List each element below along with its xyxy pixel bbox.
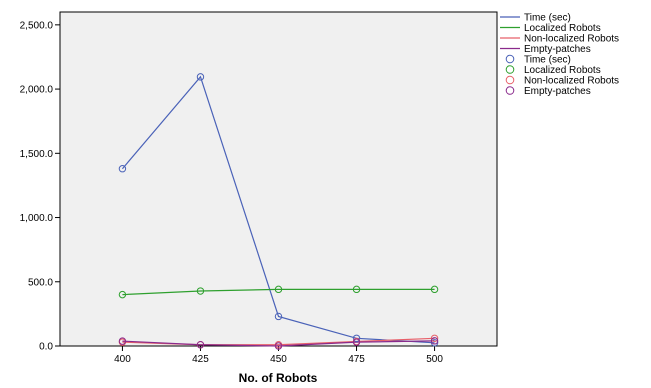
data-point [430,334,439,342]
data-point [430,339,439,347]
data-point [118,337,127,345]
data-point [274,312,283,321]
x-tick-label: 475 [348,354,365,365]
data-point [352,285,361,294]
legend-marker-swatch [505,54,515,64]
data-point [274,342,283,350]
y-tick-label: 2,500.0 [20,20,54,31]
legend-marker-swatch [505,65,515,74]
legend-label: Localized Robots [524,23,601,34]
y-tick-label: 500.0 [28,277,53,288]
data-point [118,165,127,173]
legend-label: Time (sec) [524,13,571,24]
plot-area [59,11,498,347]
x-tick-label: 450 [270,354,287,365]
legend-marker-swatch [505,75,515,85]
x-axis: 400 425 450 475 500 [114,346,443,365]
legend-label: Localized Robots [524,65,601,76]
series-points [118,73,439,350]
series-line [122,340,435,347]
x-tick-label: 425 [192,354,209,365]
y-tick-label: 1,500.0 [20,149,54,160]
legend: Time (sec)Localized RobotsNon-localized … [500,13,619,97]
legend-label: Time (sec) [524,55,571,66]
series-lines [121,75,435,347]
data-point [430,285,439,294]
x-tick-label: 400 [114,354,131,365]
data-point [352,338,361,346]
series-line [122,288,435,296]
y-tick-label: 0.0 [39,342,53,353]
legend-label: Empty-patches [524,86,591,97]
data-point [196,73,205,81]
data-point [430,337,439,345]
y-tick-label: 2,000.0 [20,85,54,96]
data-point [274,285,283,294]
x-axis-label: No. of Robots [239,371,318,385]
y-tick-label: 1,000.0 [20,213,54,224]
legend-label: Non-localized Robots [524,76,619,87]
series-line [121,75,435,344]
x-tick-label: 500 [426,354,443,365]
data-point [352,334,361,342]
legend-marker-swatch [505,86,515,95]
y-axis: 0.0 500.0 1,000.0 1,500.0 2,000.0 2,500.0 [20,20,60,353]
legend-label: Non-localized Robots [524,34,619,45]
data-point [196,341,205,349]
data-point [196,287,205,295]
legend-label: Empty-patches [524,44,591,55]
data-point [118,290,127,299]
